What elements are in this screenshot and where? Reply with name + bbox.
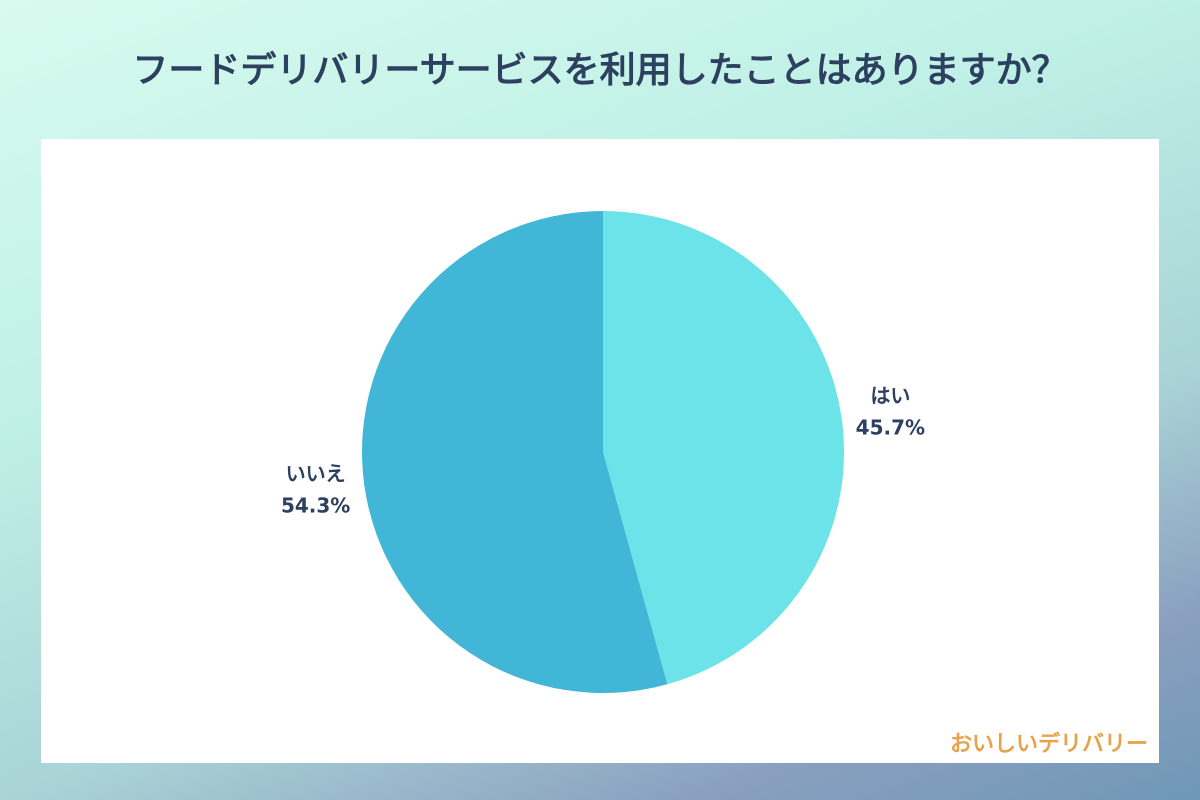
chart-title: フードデリバリーサービスを利用したことはありますか？	[132, 49, 1067, 91]
slice-value-label: 54.3%	[281, 494, 350, 518]
pie-slice	[361, 211, 668, 694]
slice-value-label: 45.7%	[856, 415, 925, 439]
slice-category-label: はい	[870, 383, 910, 407]
pie-slice	[603, 211, 844, 685]
brand-logo: おいしいデリバリー	[950, 731, 1148, 757]
slice-category-label: いいえ	[286, 462, 346, 486]
